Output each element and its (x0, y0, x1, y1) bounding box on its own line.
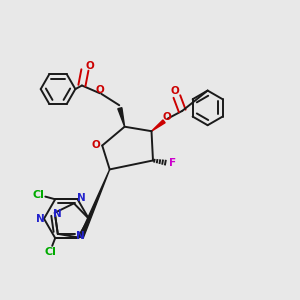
Text: F: F (169, 158, 176, 168)
Text: O: O (95, 85, 104, 95)
Polygon shape (118, 108, 124, 127)
Text: N: N (77, 194, 85, 203)
Text: Cl: Cl (33, 190, 45, 200)
Text: N: N (76, 231, 85, 241)
Text: Cl: Cl (45, 248, 57, 257)
Text: O: O (92, 140, 100, 150)
Polygon shape (152, 120, 165, 131)
Polygon shape (79, 169, 110, 238)
Text: N: N (53, 208, 62, 219)
Text: N: N (36, 214, 45, 224)
Text: O: O (170, 86, 179, 96)
Text: O: O (85, 61, 94, 71)
Text: O: O (163, 112, 171, 122)
